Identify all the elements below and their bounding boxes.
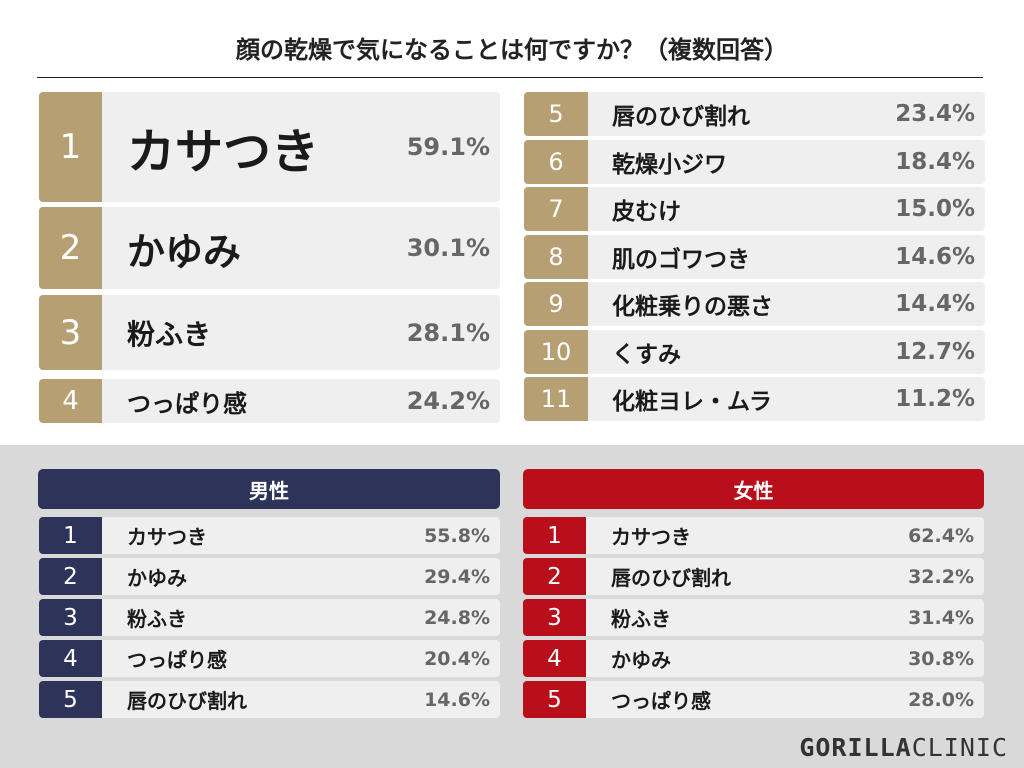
item-percentage: 15.0% — [895, 196, 975, 222]
rank-number: 2 — [523, 558, 586, 595]
item-label: カサつき — [127, 525, 207, 549]
gorilla-clinic-logo: GORILLACLINIC — [799, 733, 1008, 762]
item-label: 粉ふき — [611, 607, 671, 631]
rank-number: 6 — [524, 139, 588, 184]
title-divider — [37, 77, 983, 78]
item-label: 乾燥小ジワ — [612, 151, 727, 178]
table-row: 8 肌のゴワつき 14.6% — [524, 234, 985, 279]
table-row: 3 粉ふき 28.1% — [39, 295, 500, 370]
table-row: 4 つっぱり感 20.4% — [39, 640, 500, 677]
item-label: かゆみ — [127, 566, 187, 590]
item-label: 唇のひび割れ — [127, 689, 247, 713]
item-percentage: 32.2% — [908, 565, 974, 588]
rank-number: 4 — [523, 640, 586, 677]
table-row: 11 化粧ヨレ・ムラ 11.2% — [524, 377, 985, 421]
item-percentage: 18.4% — [895, 148, 975, 175]
item-label: カサつき — [127, 124, 320, 180]
rank-number: 8 — [524, 234, 588, 279]
rank-number: 1 — [523, 517, 586, 554]
item-label: くすみ — [612, 341, 681, 368]
item-percentage: 24.8% — [424, 606, 490, 629]
item-percentage: 28.1% — [406, 318, 490, 347]
item-percentage: 12.7% — [895, 338, 975, 365]
item-percentage: 24.2% — [406, 387, 490, 415]
item-label: つっぱり感 — [611, 689, 711, 713]
table-row: 2 かゆみ 30.1% — [39, 207, 500, 289]
item-percentage: 14.6% — [424, 688, 490, 711]
rank-number: 3 — [39, 295, 102, 370]
item-label: 肌のゴワつき — [612, 246, 750, 273]
table-row: 10 くすみ 12.7% — [524, 329, 985, 374]
item-label: カサつき — [611, 525, 691, 549]
item-label: かゆみ — [611, 648, 671, 672]
table-row: 6 乾燥小ジワ 18.4% — [524, 139, 985, 184]
item-percentage: 20.4% — [424, 647, 490, 670]
female-header: 女性 — [523, 469, 984, 509]
rank-number: 4 — [39, 379, 102, 423]
item-percentage: 29.4% — [424, 565, 490, 588]
item-percentage: 23.4% — [895, 101, 975, 127]
item-label: 化粧乗りの悪さ — [612, 294, 773, 320]
table-row: 5 唇のひび割れ 14.6% — [39, 681, 500, 718]
rank-number: 5 — [39, 681, 102, 718]
rank-number: 5 — [524, 92, 588, 136]
rank-number: 10 — [524, 329, 588, 374]
table-row: 3 粉ふき 31.4% — [523, 599, 984, 636]
rank-number: 5 — [523, 681, 586, 718]
item-label: 皮むけ — [612, 199, 681, 225]
table-row: 4 つっぱり感 24.2% — [39, 379, 500, 423]
item-label: 化粧ヨレ・ムラ — [612, 389, 772, 415]
rank-number: 9 — [524, 282, 588, 326]
page-title: 顔の乾燥で気になることは何ですか？（複数回答） — [236, 36, 788, 64]
item-label: 唇のひび割れ — [611, 566, 731, 590]
rank-number: 4 — [39, 640, 102, 677]
item-percentage: 30.1% — [406, 234, 490, 262]
rank-number: 1 — [39, 517, 102, 554]
table-row: 1 カサつき 59.1% — [39, 92, 500, 202]
table-row: 5 つっぱり感 28.0% — [523, 681, 984, 718]
rank-number: 3 — [523, 599, 586, 636]
item-percentage: 28.0% — [908, 688, 974, 711]
rank-number: 2 — [39, 207, 102, 289]
table-row: 5 唇のひび割れ 23.4% — [524, 92, 985, 136]
male-header: 男性 — [38, 469, 500, 509]
item-percentage: 14.4% — [895, 291, 975, 317]
item-percentage: 59.1% — [406, 133, 490, 161]
table-row: 3 粉ふき 24.8% — [39, 599, 500, 636]
item-percentage: 11.2% — [895, 386, 975, 412]
rank-number: 7 — [524, 187, 588, 231]
table-row: 4 かゆみ 30.8% — [523, 640, 984, 677]
item-label: 唇のひび割れ — [612, 104, 750, 130]
item-label: かゆみ — [127, 229, 242, 274]
item-label: つっぱり感 — [127, 648, 227, 672]
rank-number: 2 — [39, 558, 102, 595]
item-label: 粉ふき — [127, 317, 212, 351]
item-percentage: 62.4% — [908, 524, 974, 547]
item-percentage: 30.8% — [908, 647, 974, 670]
table-row: 2 かゆみ 29.4% — [39, 558, 500, 595]
item-percentage: 31.4% — [908, 606, 974, 629]
rank-number: 11 — [524, 377, 588, 421]
table-row: 1 カサつき 55.8% — [39, 517, 500, 554]
table-row: 2 唇のひび割れ 32.2% — [523, 558, 984, 595]
table-row: 9 化粧乗りの悪さ 14.4% — [524, 282, 985, 326]
item-label: 粉ふき — [127, 607, 187, 631]
item-percentage: 14.6% — [895, 243, 975, 270]
item-percentage: 55.8% — [424, 524, 490, 547]
table-row: 7 皮むけ 15.0% — [524, 187, 985, 231]
rank-number: 1 — [39, 92, 102, 202]
rank-number: 3 — [39, 599, 102, 636]
item-label: つっぱり感 — [127, 389, 247, 418]
table-row: 1 カサつき 62.4% — [523, 517, 984, 554]
